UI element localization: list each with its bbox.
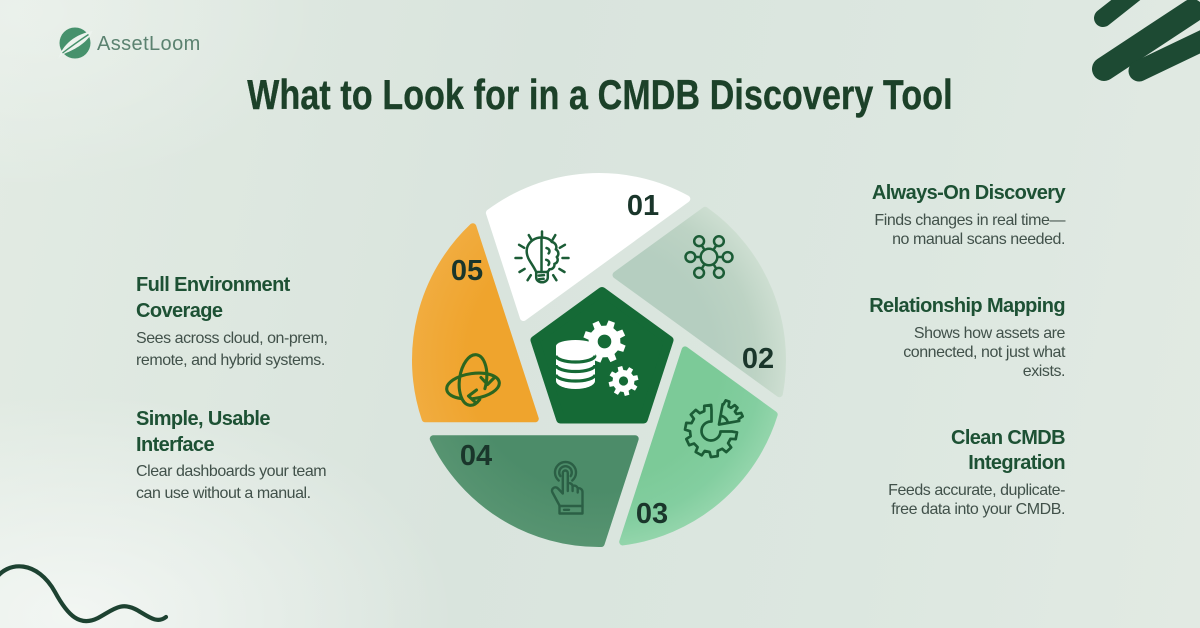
svg-text:04: 04 bbox=[460, 440, 492, 472]
svg-text:02: 02 bbox=[742, 343, 774, 375]
svg-text:03: 03 bbox=[636, 498, 668, 530]
svg-text:05: 05 bbox=[451, 255, 483, 287]
svg-text:01: 01 bbox=[627, 190, 659, 222]
